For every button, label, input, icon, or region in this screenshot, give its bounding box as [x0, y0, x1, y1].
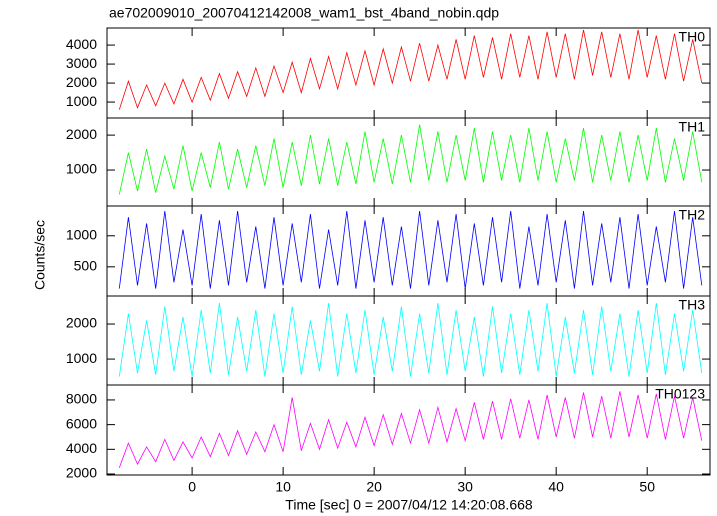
y-tick-label: 8000 [66, 391, 97, 407]
x-tick-label: 40 [548, 479, 564, 495]
y-tick-label: 1000 [66, 226, 97, 242]
series-line [118, 302, 703, 377]
x-tick-label: 0 [188, 479, 196, 495]
y-axis-label: Counts/sec [32, 220, 48, 290]
y-tick-label: 3000 [66, 55, 97, 71]
x-tick-label: 20 [366, 479, 382, 495]
series-line [118, 124, 703, 195]
y-tick-label: 2000 [66, 126, 97, 142]
y-tick-label: 1000 [66, 161, 97, 177]
y-tick-label: 2000 [66, 74, 97, 90]
y-tick-label: 500 [74, 258, 98, 274]
y-tick-label: 4000 [66, 440, 97, 456]
panel-frame [106, 295, 711, 386]
series-line [118, 29, 703, 110]
panel-label: TH2 [679, 207, 706, 223]
series-line [118, 391, 703, 468]
panel-label: TH0 [679, 29, 706, 45]
panel-label: TH0123 [655, 386, 705, 402]
panel-frame [106, 117, 711, 207]
x-axis-label: Time [sec] 0 = 2007/04/12 14:20:08.668 [285, 497, 533, 513]
panel-frame [106, 384, 711, 476]
x-tick-label: 50 [639, 479, 655, 495]
panel-label: TH3 [679, 297, 706, 313]
chart-title: ae702009010_20070412142008_wam1_bst_4ban… [109, 5, 499, 21]
y-tick-label: 6000 [66, 415, 97, 431]
x-tick-label: 10 [275, 479, 291, 495]
x-tick-label: 30 [457, 479, 473, 495]
y-tick-label: 2000 [66, 465, 97, 481]
panel-label: TH1 [679, 119, 706, 135]
y-tick-label: 1000 [66, 350, 97, 366]
y-tick-label: 4000 [66, 36, 97, 52]
series-line [118, 210, 703, 289]
y-tick-label: 1000 [66, 93, 97, 109]
y-tick-label: 2000 [66, 315, 97, 331]
